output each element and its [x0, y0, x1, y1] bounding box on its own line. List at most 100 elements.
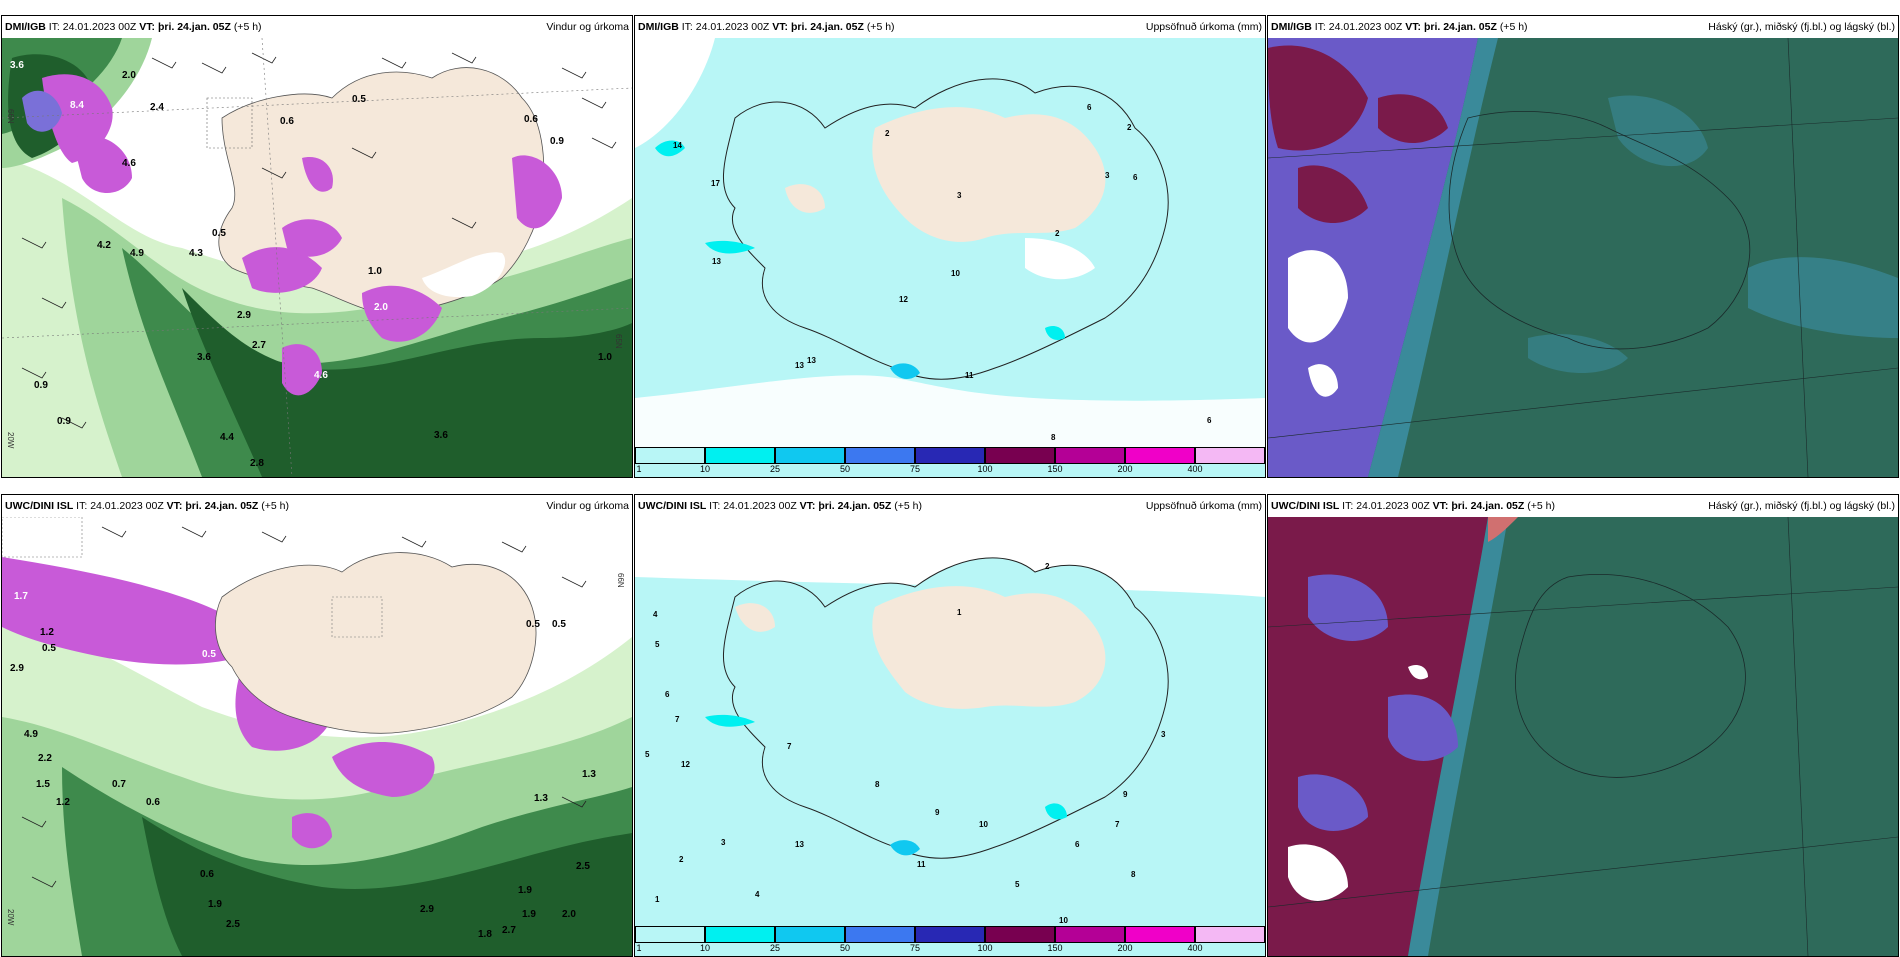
value-label: 2.5 — [576, 861, 590, 872]
scale-swatch — [915, 926, 985, 943]
panel-title: Háský (gr.), miðský (fj.bl.) og lágský (… — [1708, 500, 1895, 512]
valid-time: þri. 24.jan. 05Z — [790, 21, 864, 33]
scale-label: 25 — [769, 943, 781, 953]
scale-swatch — [635, 447, 705, 464]
value-label: 3 — [1105, 171, 1110, 180]
panel-title: Uppsöfnuð úrkoma (mm) — [1145, 500, 1262, 512]
value-label: 3.6 — [197, 352, 211, 363]
scale-label: 10 — [699, 943, 711, 953]
panel-title: Háský (gr.), miðský (fj.bl.) og lágský (… — [1708, 21, 1895, 33]
init-time: 24.01.2023 00Z — [695, 21, 770, 33]
panel-header: UWC/DINI ISL IT: 24.01.2023 00Z VT: þri.… — [2, 495, 632, 517]
value-label: 4 — [653, 610, 658, 619]
it-label: IT: — [709, 500, 721, 512]
value-label: 8.4 — [70, 100, 84, 111]
map-wind-precip: 3.6 2.0 2.4 8.4 4.6 4.2 4.9 4.3 0.5 0.6 … — [2, 38, 632, 477]
lat-label: 65N — [614, 334, 623, 349]
scale-label: 200 — [1117, 464, 1133, 474]
valid-time: þri. 24.jan. 05Z — [818, 500, 892, 512]
scale-swatch — [985, 926, 1055, 943]
value-label: 7 — [787, 742, 792, 751]
value-label: 3.6 — [10, 60, 24, 71]
precip-color-scale: 1 10 25 50 75 100 150 200 400 — [635, 926, 1265, 956]
source-label: DMI/IGB — [638, 21, 679, 33]
value-label: 2.7 — [502, 925, 516, 936]
value-label: 2.8 — [250, 458, 264, 469]
it-label: IT: — [1314, 21, 1326, 33]
scale-swatch — [775, 926, 845, 943]
value-label: 0.5 — [526, 619, 540, 630]
value-label: 2 — [1055, 229, 1060, 238]
scale-swatch — [775, 447, 845, 464]
value-label: 10 — [1059, 916, 1068, 925]
scale-swatch — [705, 447, 775, 464]
scale-swatch — [705, 926, 775, 943]
vt-label: VT: — [166, 500, 183, 512]
valid-time: þri. 24.jan. 05Z — [1451, 500, 1525, 512]
scale-label: 75 — [909, 943, 921, 953]
value-label: 2 — [885, 129, 890, 138]
wind-precip-map: 3.6 2.0 2.4 8.4 4.6 4.2 4.9 4.3 0.5 0.6 … — [2, 38, 632, 477]
wind-precip-map: 1.7 1.2 0.5 2.9 4.9 2.2 1.5 1.2 0.7 0.6 … — [2, 517, 632, 956]
value-label: 2.2 — [38, 753, 52, 764]
value-label: 0.9 — [34, 380, 48, 391]
source-label: UWC/DINI ISL — [638, 500, 707, 512]
clouds-map — [1268, 517, 1898, 956]
panel-header: DMI/IGB IT: 24.01.2023 00Z VT: þri. 24.j… — [2, 16, 632, 38]
scale-swatch — [985, 447, 1055, 464]
value-label: 8 — [875, 780, 880, 789]
value-label: 12 — [899, 295, 908, 304]
it-label: IT: — [76, 500, 88, 512]
accum-precip-map: 4 5 5 6 7 7 8 9 10 11 12 13 2 3 4 1 5 6 … — [635, 517, 1265, 956]
scale-label: 75 — [909, 464, 921, 474]
source-label: UWC/DINI ISL — [1271, 500, 1340, 512]
lead-time: (+5 h) — [261, 500, 289, 512]
value-label: 2.4 — [150, 102, 164, 113]
lon-label: 20W — [6, 432, 15, 449]
value-label: 4.6 — [122, 158, 136, 169]
panel-uwc-wind-precip: UWC/DINI ISL IT: 24.01.2023 00Z VT: þri.… — [1, 494, 633, 957]
value-label: 7 — [675, 715, 680, 724]
value-label: 3 — [1161, 730, 1166, 739]
init-time: 24.01.2023 00Z — [1356, 500, 1430, 512]
lead-time: (+5 h) — [1527, 500, 1555, 512]
value-label: 3.6 — [434, 430, 448, 441]
scale-swatch — [1125, 926, 1195, 943]
source-label: DMI/IGB — [1271, 21, 1312, 33]
value-label: 1.9 — [518, 885, 532, 896]
value-label: 13 — [807, 356, 816, 365]
value-label: 1.8 — [478, 929, 492, 940]
value-label: 0.5 — [352, 94, 366, 105]
vt-label: VT: — [1405, 21, 1422, 33]
value-label: 11 — [917, 860, 926, 869]
value-label: 6 — [665, 690, 670, 699]
scale-swatch — [1195, 926, 1265, 943]
panel-dmi-accum-precip: DMI/IGB IT: 24.01.2023 00Z VT: þri. 24.j… — [634, 15, 1266, 478]
value-label: 4.6 — [314, 370, 328, 381]
panel-uwc-clouds: UWC/DINI ISL IT: 24.01.2023 00Z VT: þri.… — [1267, 494, 1899, 957]
panel-title: Vindur og úrkoma — [546, 500, 629, 512]
value-label: 0.5 — [202, 649, 216, 660]
scale-label: 100 — [977, 943, 993, 953]
value-label: 0.5 — [212, 228, 226, 239]
value-label: 8 — [1051, 433, 1056, 442]
value-label: 4.9 — [130, 248, 144, 259]
value-label: 1 — [957, 608, 962, 617]
source-label: UWC/DINI ISL — [5, 500, 74, 512]
accum-precip-map: 14 17 2 2 3 3 6 6 2 13 12 13 11 8 6 13 1… — [635, 38, 1265, 477]
value-label: 6 — [1075, 840, 1080, 849]
lead-time: (+5 h) — [894, 500, 922, 512]
vt-label: VT: — [1432, 500, 1449, 512]
scale-label: 25 — [769, 464, 781, 474]
value-label: 0.5 — [42, 643, 56, 654]
scale-label: 400 — [1187, 464, 1203, 474]
scale-swatch — [1055, 447, 1125, 464]
value-label: 1.7 — [14, 591, 28, 602]
value-label: 13 — [795, 840, 804, 849]
value-label: 0.6 — [524, 114, 538, 125]
scale-label: 50 — [839, 943, 851, 953]
value-label: 6 — [1207, 416, 1212, 425]
value-label: 1.0 — [598, 352, 612, 363]
value-label: 3 — [721, 838, 726, 847]
value-label: 4.9 — [24, 729, 38, 740]
